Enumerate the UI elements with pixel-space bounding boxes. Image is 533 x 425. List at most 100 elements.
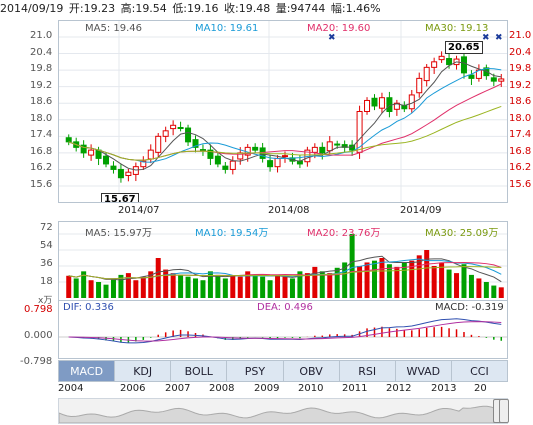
- vol-ma5-label: MA5: 15.97万: [85, 228, 153, 239]
- tab-boll[interactable]: BOLL: [171, 361, 228, 381]
- ma30-label: MA30: 19.13: [425, 23, 489, 34]
- candle-body: [125, 171, 132, 177]
- volume-bar: [394, 266, 400, 298]
- volume-bar: [200, 280, 206, 298]
- vol-ma20-label: MA20: 23.76万: [307, 228, 381, 239]
- volume-bar: [334, 267, 340, 298]
- volume-bar: [222, 278, 228, 298]
- volume-bar: [245, 271, 251, 298]
- high-callout: 20.65: [445, 41, 483, 54]
- tab-obv[interactable]: OBV: [284, 361, 340, 381]
- volume-bar: [215, 274, 221, 298]
- price-tick-left: 18.6: [30, 96, 53, 108]
- tab-psy[interactable]: PSY: [227, 361, 284, 381]
- quote-change: 幅:1.46%: [330, 2, 381, 15]
- volume-bar: [289, 278, 295, 298]
- candlestick-panel[interactable]: MA5: 19.46 MA10: 19.61 MA20: 19.60 MA30:…: [58, 20, 508, 203]
- year-label: 2010: [298, 383, 324, 394]
- volume-bar: [88, 280, 94, 298]
- quote-close: 收:19.48: [224, 2, 271, 15]
- candle-body: [177, 127, 184, 130]
- tab-wvad[interactable]: WVAD: [396, 361, 452, 381]
- volume-bar: [230, 275, 236, 298]
- candle-body: [65, 137, 72, 143]
- candle-body: [282, 155, 288, 158]
- candle-body: [364, 99, 371, 112]
- overview-area: [59, 405, 507, 423]
- candle-body: [140, 160, 147, 168]
- year-label: 2012: [386, 383, 412, 394]
- candle-body: [162, 130, 169, 137]
- candle-body: [274, 157, 281, 168]
- candle-body: [229, 160, 236, 170]
- volume-bar: [357, 266, 363, 298]
- candle-body: [438, 55, 445, 61]
- volume-panel[interactable]: MA5: 15.97万 MA10: 19.54万 MA20: 23.76万 MA…: [58, 221, 508, 302]
- year-label: 2006: [120, 383, 146, 394]
- volume-bar: [193, 278, 199, 298]
- ma30-line: [68, 105, 502, 161]
- candle-body: [199, 149, 206, 152]
- price-tick-left: 16.8: [30, 145, 53, 157]
- quote-high: 高:19.54: [120, 2, 167, 15]
- volume-bar: [401, 262, 407, 298]
- indicator-tabs: MACD KDJ BOLL PSY OBV RSI WVAD CCI: [58, 360, 508, 382]
- candle-body: [446, 58, 453, 66]
- star-icon: ✖: [328, 33, 336, 43]
- vol-ma5-line: [68, 255, 502, 283]
- candle-body: [267, 160, 274, 168]
- price-tick-right: 19.8: [509, 63, 532, 75]
- quote-open: 开:19.23: [68, 2, 116, 15]
- vol-ma30-line: [68, 266, 502, 280]
- candle-body: [103, 155, 110, 165]
- candle-body: [110, 165, 117, 170]
- year-label: 2008: [209, 383, 235, 394]
- quote-date: 2014/09/19: [0, 2, 64, 15]
- price-tick-left: 20.4: [30, 46, 53, 58]
- ma20-label: MA20: 19.60: [307, 23, 371, 34]
- vol-y-18: 18: [40, 276, 53, 287]
- tab-kdj[interactable]: KDJ: [115, 361, 172, 381]
- volume-bar: [140, 276, 146, 298]
- candle-body: [214, 155, 221, 165]
- tab-macd[interactable]: MACD: [59, 361, 116, 381]
- macd-y-zero: 0.000: [24, 330, 53, 341]
- volume-bar: [178, 274, 184, 298]
- volume-bar: [155, 258, 161, 298]
- volume-bar: [237, 276, 243, 298]
- macd-panel[interactable]: DIF: 0.336 DEA: 0.496 MACD: -0.319: [58, 300, 508, 359]
- volume-bar: [454, 273, 460, 298]
- vol-ma30-label: MA30: 25.09万: [425, 228, 499, 239]
- candle-body: [393, 102, 400, 110]
- volume-bar: [304, 273, 310, 298]
- volume-bar: [81, 271, 87, 298]
- volume-bar: [461, 264, 467, 298]
- quote-volume: 量:94744: [275, 2, 326, 15]
- price-tick-right: 16.8: [509, 145, 532, 157]
- price-tick-right: 17.4: [509, 129, 532, 141]
- candle-body: [207, 149, 214, 159]
- candle-body: [132, 166, 139, 175]
- macd-chart: [59, 318, 507, 344]
- candle-body: [498, 78, 505, 82]
- tab-rsi[interactable]: RSI: [340, 361, 396, 381]
- candlestick-chart: [59, 21, 507, 202]
- volume-bar: [118, 274, 124, 298]
- ma10-line: [68, 67, 502, 163]
- timeline-overview[interactable]: [58, 398, 509, 424]
- volume-bar: [416, 255, 422, 298]
- year-label: 2007: [165, 383, 191, 394]
- ma5-label: MA5: 19.46: [85, 23, 143, 34]
- tab-cci[interactable]: CCI: [470, 364, 489, 378]
- candle-body: [416, 77, 423, 94]
- range-handle-right[interactable]: [499, 399, 509, 423]
- candle-body: [311, 146, 318, 153]
- candle-body: [88, 149, 95, 156]
- candle-body: [192, 139, 199, 148]
- volume-bar: [133, 280, 139, 298]
- candle-body: [170, 124, 177, 130]
- candle-body: [326, 141, 333, 152]
- ma5-line: [68, 61, 502, 171]
- date-label-2014-08: 2014/08: [268, 205, 310, 216]
- volume-chart: [59, 233, 507, 298]
